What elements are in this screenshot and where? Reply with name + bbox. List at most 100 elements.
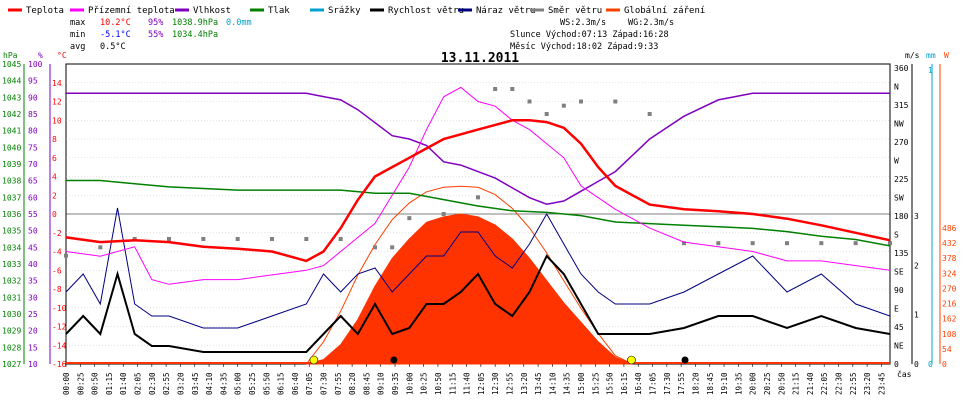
stat-sun: Slunce Východ:07:13 Západ:16:28 [510,30,669,40]
w-tick: 270 [942,284,957,293]
degc-tick: 6 [52,154,57,163]
x-tick-label: 07:55 [334,372,343,395]
hpa-tick: 1037 [2,193,21,202]
degc-tick: -12 [52,323,67,332]
moonset-marker [390,356,398,364]
hpa-tick: 1034 [2,243,21,252]
mm-tick: 0 [928,360,933,369]
ms-tick: 2 [914,261,919,270]
wind-direction-point [647,112,652,116]
degc-tick: 4 [52,173,57,182]
wind-direction-point [579,99,583,104]
stat-min-label: min [70,30,85,40]
wind-direction-point [167,237,171,241]
x-tick-label: 09:10 [377,372,386,395]
stat-wg: WG:2.3m/s [628,18,674,28]
degc-tick: -2 [52,229,62,238]
wind-direction-point [98,245,103,250]
degc-tick: -14 [52,341,67,350]
wind-direction-point [201,237,206,241]
x-tick-label: 04:10 [205,372,214,395]
x-tick-label: 08:45 [362,372,371,395]
x-tick-label: 00:25 [76,372,85,395]
legend-label: Tlak [268,6,290,16]
stat-min-press: 1034.4hPa [172,30,218,40]
degc-tick: -16 [52,360,67,369]
mm-tick: 1 [928,66,933,75]
wind-direction-point [270,237,274,241]
dir-tick: 0 [894,360,899,369]
x-tick-label: 15:00 [577,372,586,395]
wind-direction-point [373,245,377,250]
stat-max-hum: 95% [148,18,163,28]
dir-tick: N [894,83,899,92]
legend-label: Teplota [26,6,64,16]
w-tick: 162 [942,315,957,324]
wind-direction-point [561,103,566,108]
degc-tick: -8 [52,285,62,294]
pct-tick: 60 [28,193,38,202]
x-tick-label: 15:50 [606,372,615,395]
stat-moon: Měsíc Východ:18:02 Západ:9:33 [510,42,658,52]
pct-tick: 20 [28,327,38,336]
hpa-tick: 1038 [2,177,21,186]
x-tick-label: 02:30 [148,372,157,395]
w-tick: 216 [942,300,957,309]
dir-tick: W [894,157,899,166]
hpa-tick: 1035 [2,227,21,236]
x-tick-label: 12:05 [477,372,486,395]
pct-tick: 65 [28,177,38,186]
temperature-line [65,119,891,263]
sunrise-marker [309,355,319,365]
wind-direction-point [853,241,858,246]
x-tick-label: 00:50 [91,372,100,395]
x-tick-label: 12:30 [491,372,500,395]
wind-direction-point [338,237,343,241]
hpa-tick: 1044 [2,77,21,86]
pct-tick: 80 [28,127,38,136]
legend-label: Vlhkost [193,6,231,16]
stat-max-rain: 0.0mm [226,18,252,28]
dir-tick: 315 [894,101,909,110]
hpa-tick: 1029 [2,327,21,336]
pct-tick: 25 [28,310,38,319]
radiation-theoretical-line [305,185,633,365]
stat-avg-temp: 0.5°C [100,42,126,52]
hpa-tick: 1040 [2,143,21,152]
wind-direction-point [493,87,498,91]
degc-tick: 8 [52,135,57,144]
stat-ws: WS:2.3m/s [560,18,606,28]
wind-direction-point [235,237,240,241]
dir-tick: S [894,231,899,240]
w-tick: 486 [942,224,957,233]
x-tick-label: 03:20 [176,372,185,395]
legend-label: Přízemní teplota [88,6,175,16]
degc-tick: -4 [52,248,62,257]
chart-title: 13.11.2011 [441,51,519,66]
x-tick-label: 19:10 [720,372,729,395]
degc-tick: 10 [52,116,62,125]
wind-direction-point [544,112,549,116]
wind-direction-point [785,241,789,246]
wind-direction-point [613,99,618,104]
left-axes: hPa1045104410431042104110401039103810371… [2,51,67,369]
legend-label: Rychlost větru [388,6,464,16]
degc-tick: 0 [52,210,57,219]
pct-tick: 90 [28,93,38,102]
degc-tick: -10 [52,304,67,313]
right-axes: 360N315NW270W225SW180S135SE90E45NE0m/s32… [894,51,957,369]
stat-max-press: 1038.9hPa [172,18,218,28]
degc-axis-label: °C [57,51,67,60]
x-tick-label: 06:40 [291,372,300,395]
dir-tick: SW [894,194,904,203]
x-tick-label: 13:20 [520,372,529,395]
wind-direction-point [132,237,137,241]
x-tick-label: 22:55 [849,372,858,395]
x-tick-label: 16:40 [634,372,643,395]
w-tick: 0 [942,360,947,369]
ground-temperature-line [65,86,891,285]
legend: Teplota Přízemní teplota Vlhkost Tlak Srážky… [8,6,705,16]
moonrise-marker [681,356,689,364]
x-tick-label: 01:40 [119,372,128,395]
